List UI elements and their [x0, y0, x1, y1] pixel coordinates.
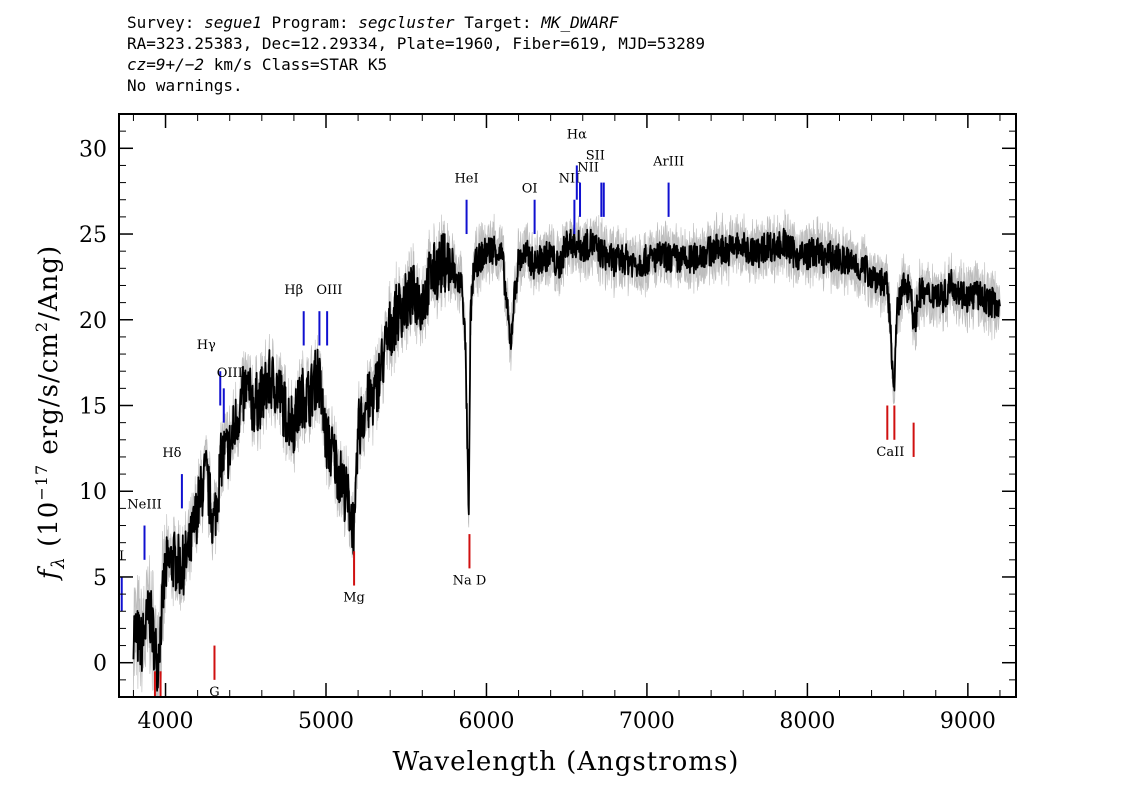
x-tick-label: 5000 — [298, 709, 354, 734]
emission-line-label-1: NeIII — [127, 497, 161, 512]
y-tick-label: 30 — [79, 137, 107, 162]
header-line-warnings: No warnings. — [127, 76, 243, 95]
x-axis-title: Wavelength (Angstroms) — [393, 747, 740, 777]
redshift-class: km/s Class=STAR K5 — [204, 55, 388, 74]
x-tick-label: 9000 — [940, 709, 996, 734]
emission-line-label-5: Hβ — [284, 283, 303, 298]
y-tick-label: 0 — [93, 652, 107, 677]
emission-line-label-13: SII — [586, 148, 605, 163]
target-label: Target: — [464, 13, 532, 32]
plot-axes: 4000 5000 6000 7000 8000 9000 0 5 10 15 20 25 30 — [79, 113, 1017, 734]
absorption-line-label-2: G — [209, 685, 219, 700]
x-tick-label: 7000 — [619, 709, 675, 734]
absorption-line-label-6: CaII — [876, 445, 904, 460]
emission-line-label-11: Hα — [567, 127, 587, 142]
emission-line-label-2: Hδ — [162, 446, 181, 461]
header-line-redshift: cz=9+/−2 km/s Class=STAR K5 — [127, 54, 705, 75]
emission-line-label-8: HeI — [454, 172, 478, 187]
header-line-survey: Survey: segue1 Program: segcluster Targe… — [127, 12, 705, 33]
absorption-line-label-3: Mg — [343, 591, 365, 606]
x-tick-label: 6000 — [458, 709, 514, 734]
survey-label: Survey: — [127, 13, 195, 32]
emission-line-label-4: OIII — [217, 366, 243, 381]
header-line-coordinates: RA=323.25383, Dec=12.29334, Plate=1960, … — [127, 34, 705, 53]
emission-line-label-6: OIII — [316, 283, 342, 298]
absorption-line-label-4: Na D — [453, 573, 487, 588]
spectrum-header: Survey: segue1 Program: segcluster Targe… — [127, 12, 705, 96]
redshift-value: cz=9+/−2 — [127, 55, 205, 74]
x-tick-label: 4000 — [138, 709, 194, 734]
emission-line-label-9: OI — [522, 182, 538, 197]
emission-line-label-12: NII — [577, 160, 599, 175]
y-tick-label: 25 — [79, 223, 107, 248]
x-tick-label: 8000 — [779, 709, 835, 734]
program-value: segcluster — [358, 13, 455, 32]
y-tick-label: 20 — [79, 309, 107, 334]
y-axis-title: fλ (10−17 erg/s/cm2/Ang) — [32, 245, 69, 581]
y-tick-label: 15 — [79, 395, 107, 420]
emission-line-label-0: OII — [103, 549, 124, 564]
y-tick-label: 5 — [93, 566, 107, 591]
flux-series — [132, 227, 1001, 692]
flux-line — [132, 227, 1001, 692]
target-value: MK_DWARF — [541, 13, 619, 32]
program-label: Program: — [271, 13, 349, 32]
emission-line-label-10: NII — [559, 172, 581, 187]
emission-line-label-15: ArIII — [652, 154, 684, 169]
emission-line-label-3: Hγ — [197, 338, 216, 353]
y-tick-label: 10 — [79, 480, 107, 505]
survey-value: segue1 — [204, 13, 262, 32]
